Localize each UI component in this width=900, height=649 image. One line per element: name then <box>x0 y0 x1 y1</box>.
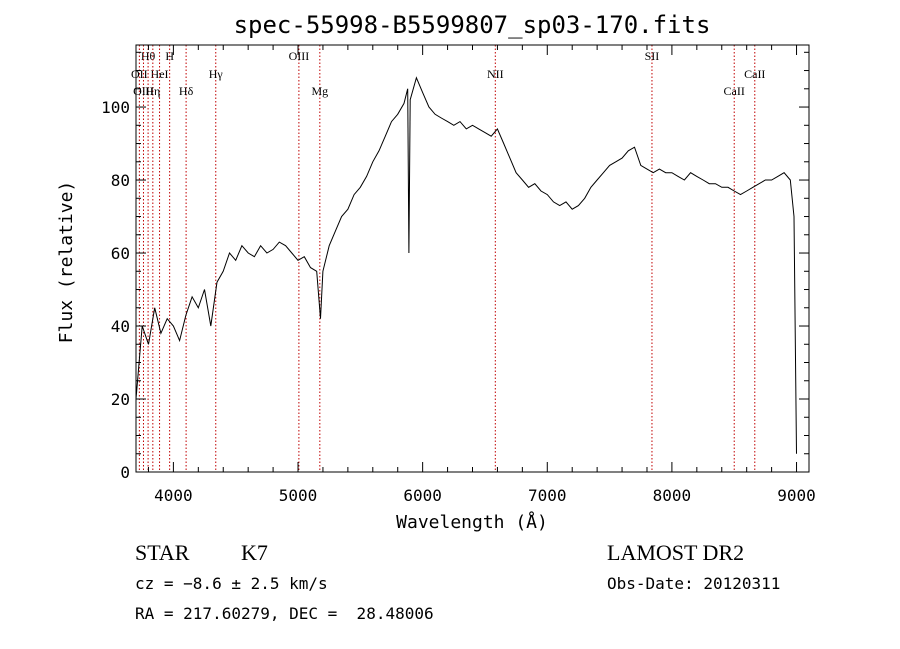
y-tick-label-2: 40 <box>111 317 130 336</box>
y-tick-label-0: 0 <box>120 463 130 482</box>
line-label-6: Hδ <box>179 84 194 98</box>
line-label-10: NII <box>487 67 504 81</box>
line-label-13: CaII <box>744 67 765 81</box>
line-label-8: OIII <box>289 49 310 63</box>
line-label-3: HeI <box>151 67 169 81</box>
survey-name: LAMOST DR2 <box>607 540 744 565</box>
line-label-12: CaII <box>724 84 745 98</box>
object-subclass: K7 <box>241 540 268 565</box>
line-label-1: H <box>165 49 174 63</box>
x-tick-label-3: 7000 <box>528 486 567 505</box>
y-axis-label: Flux (relative) <box>56 181 77 344</box>
chart-title: spec-55998-B5599807_sp03-170.fits <box>234 11 711 39</box>
x-axis-label: Wavelength (Å) <box>396 511 548 533</box>
x-axis-ticks: 4000 5000 6000 7000 8000 9000 <box>147 45 816 505</box>
object-class: STAR <box>135 540 190 565</box>
spectrum-line <box>135 76 797 454</box>
coordinates: RA = 217.60279, DEC = 28.48006 <box>135 604 434 623</box>
x-tick-label-4: 8000 <box>653 486 692 505</box>
line-label-7: Hγ <box>209 67 224 81</box>
line-label-5: Hη <box>145 84 160 98</box>
y-axis-ticks: 0 20 40 60 80 100 <box>101 51 809 482</box>
line-label-11: SII <box>645 49 660 63</box>
line-label-4: OIII <box>133 84 154 98</box>
cz-value: cz = −8.6 ± 2.5 km/s <box>135 574 328 593</box>
x-tick-label-0: 4000 <box>154 486 193 505</box>
y-tick-label-5: 100 <box>101 98 130 117</box>
x-tick-label-1: 5000 <box>279 486 318 505</box>
spectrum-series <box>135 76 797 454</box>
line-label-9: Mg <box>311 84 328 98</box>
x-tick-label-5: 9000 <box>777 486 816 505</box>
y-tick-label-1: 20 <box>111 390 130 409</box>
line-label-0: Hθ <box>141 49 156 63</box>
obs-date: Obs-Date: 20120311 <box>607 574 780 593</box>
line-label-2: OII <box>131 67 148 81</box>
y-tick-label-3: 60 <box>111 244 130 263</box>
y-tick-label-4: 80 <box>111 171 130 190</box>
x-tick-label-2: 6000 <box>403 486 442 505</box>
